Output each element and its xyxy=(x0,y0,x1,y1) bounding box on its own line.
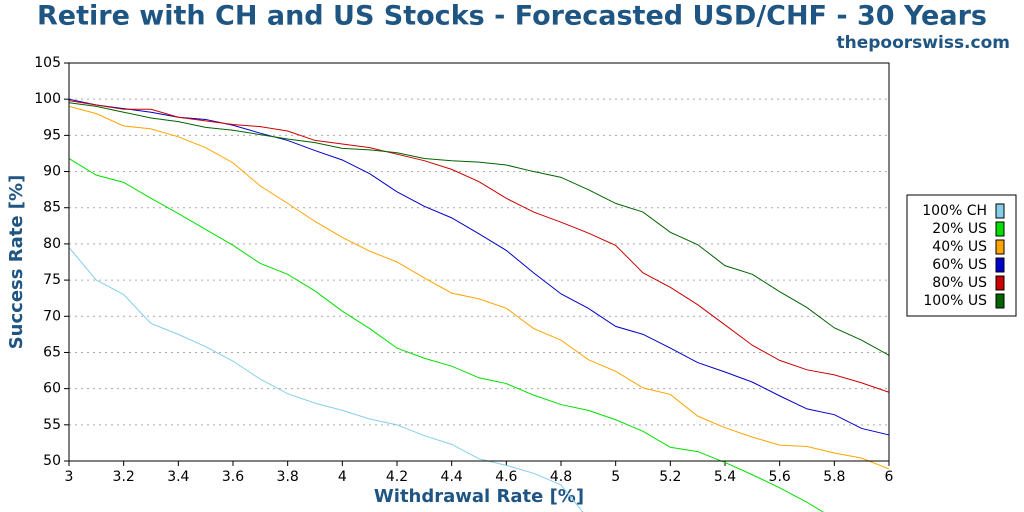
x-tick-label: 5.2 xyxy=(659,469,681,485)
x-tick-label: 5.4 xyxy=(714,469,736,485)
y-tick-label: 55 xyxy=(43,417,61,433)
series-line xyxy=(68,105,890,470)
legend-swatch xyxy=(995,293,1005,309)
x-tick-label: 6 xyxy=(885,469,894,485)
y-tick-label: 65 xyxy=(43,344,61,360)
legend-swatch xyxy=(995,257,1005,273)
x-tick-label: 5.8 xyxy=(823,469,845,485)
y-axis-label: Success Rate [%] xyxy=(6,175,27,350)
chart-subtitle: thepoorswiss.com xyxy=(837,33,1011,53)
legend-swatch xyxy=(995,203,1005,219)
x-tick-label: 4 xyxy=(338,469,347,485)
legend-label: 40% US xyxy=(932,239,987,255)
x-tick-label: 5.6 xyxy=(769,469,791,485)
legend-swatch xyxy=(995,239,1005,255)
legend-label: 60% US xyxy=(932,257,987,273)
x-axis-label: Withdrawal Rate [%] xyxy=(374,486,584,507)
x-tick-label: 3.6 xyxy=(222,469,244,485)
chart-title: Retire with CH and US Stocks - Forecaste… xyxy=(37,1,987,32)
y-tick-label: 90 xyxy=(43,164,61,180)
legend-label: 100% US xyxy=(923,293,987,309)
y-tick-label: 50 xyxy=(43,453,61,469)
legend-swatch xyxy=(995,275,1005,291)
legend-label: 20% US xyxy=(932,221,987,237)
y-tick-label: 100 xyxy=(34,91,61,107)
y-tick-label: 85 xyxy=(43,200,61,216)
x-tick-label: 3.2 xyxy=(113,469,135,485)
series-line xyxy=(68,247,584,512)
x-tick-label: 4.6 xyxy=(495,469,517,485)
series-line xyxy=(68,98,890,436)
y-tick-label: 95 xyxy=(43,127,61,143)
legend-label: 100% CH xyxy=(922,203,987,219)
x-tick-label: 4.4 xyxy=(441,469,463,485)
y-tick-label: 75 xyxy=(43,272,61,288)
y-tick-label: 70 xyxy=(43,308,61,324)
x-tick-label: 4.8 xyxy=(550,469,572,485)
x-tick-label: 3.4 xyxy=(167,469,189,485)
x-tick-label: 3.8 xyxy=(277,469,299,485)
plot-frame xyxy=(68,62,890,462)
x-tick-label: 3 xyxy=(65,469,74,485)
y-tick-label: 60 xyxy=(43,381,61,397)
series-line xyxy=(68,158,824,512)
y-tick-label: 105 xyxy=(34,55,61,71)
y-tick-label: 80 xyxy=(43,236,61,252)
x-tick-label: 4.2 xyxy=(386,469,408,485)
legend-label: 80% US xyxy=(932,275,987,291)
legend-swatch xyxy=(995,221,1005,237)
x-tick-label: 5 xyxy=(611,469,620,485)
series-line xyxy=(68,100,890,393)
series-line xyxy=(68,102,890,356)
